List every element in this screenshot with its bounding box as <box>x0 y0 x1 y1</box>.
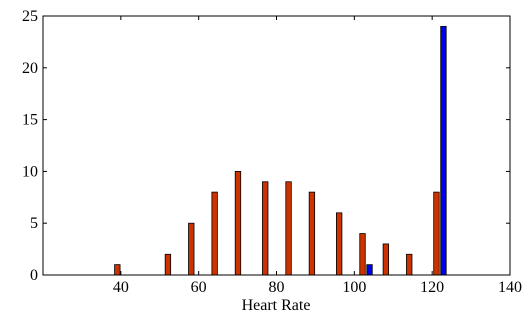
x-tick-label-100: 100 <box>342 279 366 296</box>
bar-series1-7 <box>235 171 241 275</box>
x-tick-label-140: 140 <box>498 279 522 296</box>
bar-series1-9 <box>286 182 292 275</box>
y-tick-label-10: 10 <box>22 163 38 180</box>
bar-series1-6 <box>212 192 218 275</box>
bar-series1-11 <box>336 213 342 275</box>
y-tick-label-5: 5 <box>30 215 38 232</box>
bar-series1-10 <box>309 192 315 275</box>
y-tick-label-20: 20 <box>22 60 38 77</box>
y-tick-label-15: 15 <box>22 112 38 129</box>
bar-series1-15 <box>434 192 440 275</box>
bar-series1-5 <box>189 223 195 275</box>
bar-series1-12 <box>360 234 366 275</box>
bar-series1-13 <box>383 244 389 275</box>
x-tick-label-80: 80 <box>269 279 285 296</box>
bar-series1-14 <box>406 254 412 275</box>
x-tick-label-40: 40 <box>113 279 129 296</box>
x-tick-label-120: 120 <box>420 279 444 296</box>
x-axis-title: Heart Rate <box>242 297 311 314</box>
bar-series1-4 <box>165 254 171 275</box>
bar-series1-2 <box>115 265 121 275</box>
y-tick-label-25: 25 <box>22 8 38 25</box>
bar-series2-12 <box>367 265 373 275</box>
x-tick-label-60: 60 <box>191 279 207 296</box>
y-tick-label-0: 0 <box>30 267 38 284</box>
plot-area <box>43 16 510 275</box>
bar-series1-8 <box>262 182 268 275</box>
bar-series2-15 <box>441 26 447 275</box>
